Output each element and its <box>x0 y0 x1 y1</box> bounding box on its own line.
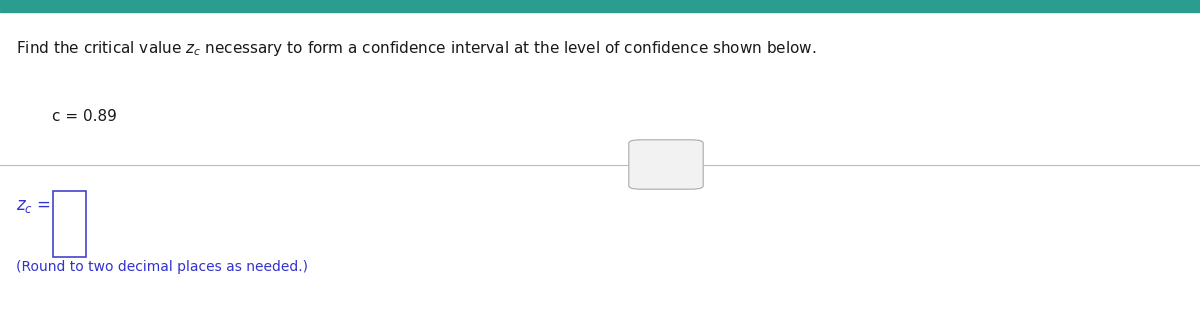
FancyBboxPatch shape <box>0 0 1200 12</box>
Text: ...: ... <box>661 160 671 169</box>
FancyBboxPatch shape <box>629 140 703 189</box>
Text: $z_c$ =: $z_c$ = <box>16 197 50 215</box>
Text: (Round to two decimal places as needed.): (Round to two decimal places as needed.) <box>16 260 307 274</box>
Text: c = 0.89: c = 0.89 <box>52 109 116 124</box>
Text: Find the critical value $z_c$ necessary to form a confidence interval at the lev: Find the critical value $z_c$ necessary … <box>16 39 816 59</box>
FancyBboxPatch shape <box>53 191 86 257</box>
